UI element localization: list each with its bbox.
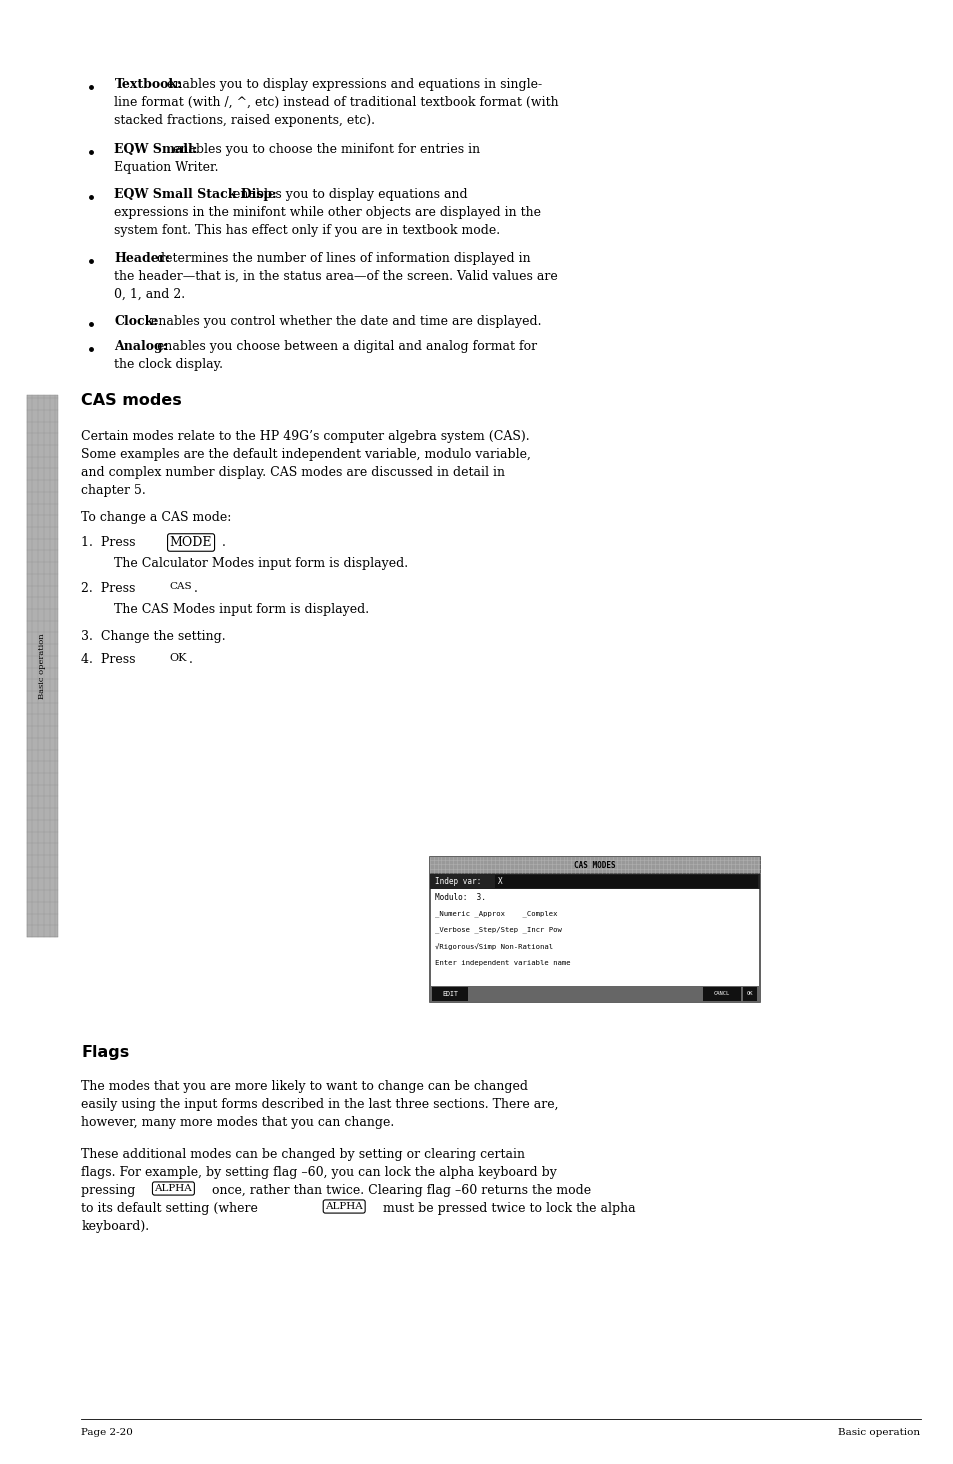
Text: The CAS Modes input form is displayed.: The CAS Modes input form is displayed. <box>114 603 369 616</box>
Text: enables you control whether the date and time are displayed.: enables you control whether the date and… <box>147 315 541 328</box>
Text: Modulo:  3.: Modulo: 3. <box>435 893 485 902</box>
Text: OK: OK <box>170 653 187 663</box>
Text: expressions in the minifont while other objects are displayed in the: expressions in the minifont while other … <box>114 206 541 220</box>
Text: enables you to display equations and: enables you to display equations and <box>229 187 467 201</box>
Text: system font. This has effect only if you are in textbook mode.: system font. This has effect only if you… <box>114 224 500 237</box>
Text: MODE: MODE <box>170 536 213 549</box>
Text: The Calculator Modes input form is displayed.: The Calculator Modes input form is displ… <box>114 556 408 569</box>
Text: 1.  Press: 1. Press <box>81 536 139 549</box>
Text: .: . <box>193 583 197 594</box>
Text: Header:: Header: <box>114 252 171 265</box>
Text: Certain modes relate to the HP 49G’s computer algebra system (CAS).: Certain modes relate to the HP 49G’s com… <box>81 430 529 444</box>
Text: 3.  Change the setting.: 3. Change the setting. <box>81 630 226 643</box>
Text: chapter 5.: chapter 5. <box>81 485 146 496</box>
Text: Some examples are the default independent variable, modulo variable,: Some examples are the default independen… <box>81 448 531 461</box>
Text: enables you choose between a digital and analog format for: enables you choose between a digital and… <box>152 340 537 353</box>
Text: enables you to choose the minifont for entries in: enables you to choose the minifont for e… <box>169 143 479 157</box>
Text: Equation Writer.: Equation Writer. <box>114 161 219 174</box>
Text: however, many more modes that you can change.: however, many more modes that you can ch… <box>81 1116 394 1129</box>
Text: Analog:: Analog: <box>114 340 168 353</box>
Text: flags. For example, by setting flag –60, you can lock the alpha keyboard by: flags. For example, by setting flag –60,… <box>81 1165 557 1179</box>
Text: EQW Small Stack Disp:: EQW Small Stack Disp: <box>114 187 277 201</box>
Text: to its default setting (where: to its default setting (where <box>81 1202 262 1215</box>
FancyBboxPatch shape <box>430 856 760 1001</box>
Text: EQW Small:: EQW Small: <box>114 143 197 157</box>
Text: 4.  Press: 4. Press <box>81 653 139 666</box>
Text: must be pressed twice to lock the alpha: must be pressed twice to lock the alpha <box>378 1202 635 1215</box>
Text: keyboard).: keyboard). <box>81 1220 149 1233</box>
Text: once, rather than twice. Clearing flag –60 returns the mode: once, rather than twice. Clearing flag –… <box>208 1184 591 1198</box>
Text: CAS MODES: CAS MODES <box>574 861 616 870</box>
Text: the header—that is, in the status area—of the screen. Valid values are: the header—that is, in the status area—o… <box>114 269 558 283</box>
Text: pressing: pressing <box>81 1184 139 1198</box>
Text: Indep var:: Indep var: <box>435 877 480 886</box>
Text: Basic operation: Basic operation <box>38 634 47 698</box>
Text: These additional modes can be changed by setting or clearing certain: These additional modes can be changed by… <box>81 1148 524 1161</box>
Text: Page 2-20: Page 2-20 <box>81 1427 132 1438</box>
FancyBboxPatch shape <box>430 873 760 890</box>
Text: Clock:: Clock: <box>114 315 158 328</box>
Text: _Verbose _Step∕Step _Incr Pow: _Verbose _Step∕Step _Incr Pow <box>435 927 561 934</box>
Text: Textbook:: Textbook: <box>114 78 182 91</box>
Text: 2.  Press: 2. Press <box>81 583 139 594</box>
Text: enables you to display expressions and equations in single-: enables you to display expressions and e… <box>163 78 542 91</box>
Text: The modes that you are more likely to want to change can be changed: The modes that you are more likely to wa… <box>81 1080 528 1094</box>
Text: Flags: Flags <box>81 1045 130 1060</box>
Text: EDIT: EDIT <box>441 991 457 997</box>
Text: .: . <box>222 536 226 549</box>
Text: easily using the input forms described in the last three sections. There are,: easily using the input forms described i… <box>81 1098 558 1111</box>
Text: Basic operation: Basic operation <box>838 1427 920 1438</box>
FancyBboxPatch shape <box>430 985 760 1001</box>
Text: ALPHA: ALPHA <box>325 1202 363 1211</box>
FancyBboxPatch shape <box>742 987 757 1000</box>
Text: the clock display.: the clock display. <box>114 359 223 370</box>
Text: X: X <box>497 877 502 886</box>
FancyBboxPatch shape <box>432 987 468 1000</box>
Text: stacked fractions, raised exponents, etc).: stacked fractions, raised exponents, etc… <box>114 114 375 127</box>
Text: and complex number display. CAS modes are discussed in detail in: and complex number display. CAS modes ar… <box>81 466 504 479</box>
FancyBboxPatch shape <box>430 856 760 873</box>
Text: line format (with /, ^, etc) instead of traditional textbook format (with: line format (with /, ^, etc) instead of … <box>114 97 558 108</box>
Text: CAS modes: CAS modes <box>81 392 182 408</box>
Text: _Numeric _Approx    _Complex: _Numeric _Approx _Complex <box>435 911 557 916</box>
Text: CANCL: CANCL <box>713 991 729 997</box>
Text: .: . <box>189 653 193 666</box>
Text: OK: OK <box>746 991 753 997</box>
Text: CAS: CAS <box>170 583 193 591</box>
Text: √Rigorous√Simp Non-Rational: √Rigorous√Simp Non-Rational <box>435 943 553 950</box>
Text: determines the number of lines of information displayed in: determines the number of lines of inform… <box>152 252 530 265</box>
Text: 0, 1, and 2.: 0, 1, and 2. <box>114 288 186 302</box>
Text: To change a CAS mode:: To change a CAS mode: <box>81 511 232 524</box>
Text: Enter independent variable name: Enter independent variable name <box>435 959 570 966</box>
FancyBboxPatch shape <box>27 395 58 937</box>
FancyBboxPatch shape <box>702 987 740 1000</box>
Text: ALPHA: ALPHA <box>154 1184 193 1193</box>
FancyBboxPatch shape <box>495 874 758 889</box>
